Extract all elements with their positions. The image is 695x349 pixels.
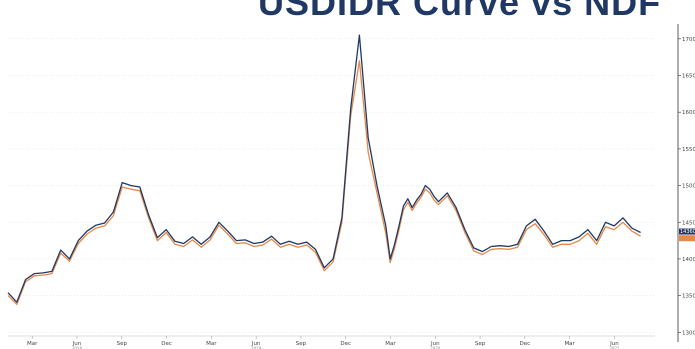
x-tick-label: Mar bbox=[27, 341, 38, 347]
x-tick-label: Mar bbox=[564, 341, 575, 347]
series-group bbox=[7, 34, 641, 306]
x-tick-label: Dec bbox=[520, 341, 531, 347]
x-tick-label: Sep bbox=[117, 341, 128, 347]
x-tick-label: Dec bbox=[161, 341, 172, 347]
x-tick-label: Sep bbox=[296, 341, 307, 347]
x-tick-label: Jun bbox=[72, 341, 82, 347]
x-tick-label: Jun bbox=[609, 341, 619, 347]
last-value-badge: 14360.0 bbox=[679, 228, 695, 242]
y-axis: 13000 13500 14000 14500 15000 15500 16000 16500… bbox=[677, 24, 695, 342]
x-year-label: 2020 bbox=[430, 346, 441, 349]
x-tick-label: Dec bbox=[340, 341, 351, 347]
x-tick-label: Jun bbox=[430, 341, 440, 347]
y-tick-label: 14500 bbox=[682, 220, 695, 226]
x-year-label: 2019 bbox=[251, 346, 262, 349]
x-tick-label: Sep bbox=[475, 341, 486, 347]
y-tick-label: 17000 bbox=[682, 37, 695, 43]
x-year-label: 2018 bbox=[72, 346, 83, 349]
last-value-label: 14360.0 bbox=[680, 229, 695, 235]
y-tick-label: 15000 bbox=[682, 184, 695, 190]
last-value-marker bbox=[679, 228, 695, 235]
y-tick-label: 13000 bbox=[682, 330, 695, 336]
x-tick-label: Mar bbox=[385, 341, 396, 347]
y-tick-label: 14000 bbox=[682, 257, 695, 263]
y-tick-label: 16500 bbox=[682, 73, 695, 79]
y-tick-label: 13500 bbox=[682, 294, 695, 300]
x-tick-label: Mar bbox=[206, 341, 217, 347]
last-value-marker-ndf bbox=[679, 235, 695, 242]
y-tick-label: 15500 bbox=[682, 147, 695, 153]
x-tick-label: Jun bbox=[251, 341, 261, 347]
x-year-label: 2021 bbox=[609, 346, 620, 349]
chart-title: USDIDR Curve vs NDF bbox=[258, 0, 662, 22]
grid bbox=[8, 38, 655, 333]
y-tick-label: 16000 bbox=[682, 110, 695, 116]
series-line bbox=[7, 34, 641, 303]
x-axis: Mar Jun Sep Dec Mar Jun Sep Dec Mar Jun Sep Dec Mar J… bbox=[8, 335, 655, 349]
